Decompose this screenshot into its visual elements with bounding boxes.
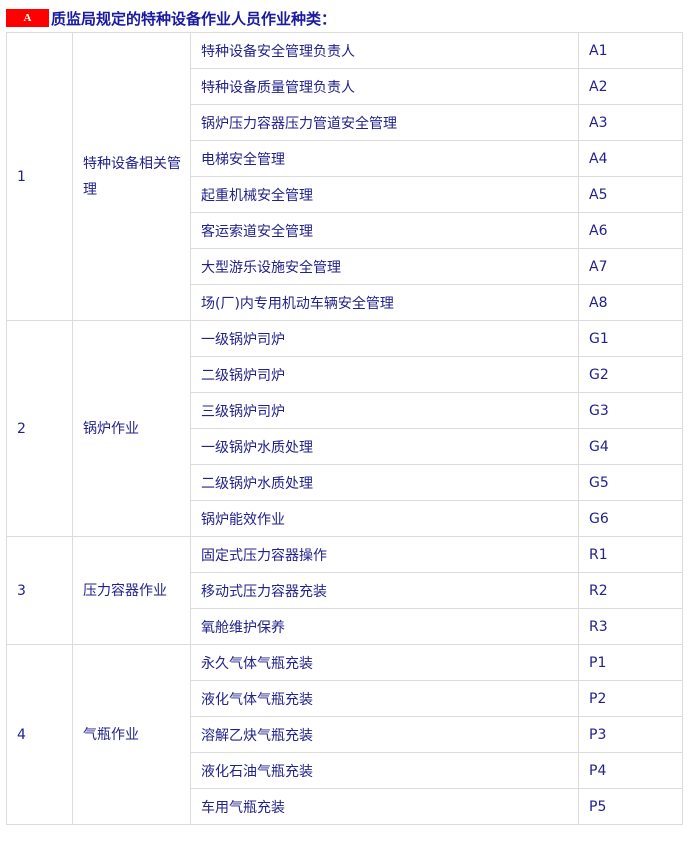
operation-code: A4 — [578, 140, 683, 177]
operation-code: G1 — [578, 320, 683, 357]
table-row: 锅炉能效作业 G6 — [7, 500, 683, 537]
operation-code: A2 — [578, 68, 683, 105]
operation-code: R1 — [578, 536, 683, 573]
operation-name: 液化气体气瓶充装 — [190, 680, 579, 717]
operation-name: 起重机械安全管理 — [190, 176, 579, 213]
operation-name: 特种设备质量管理负责人 — [190, 68, 579, 105]
operation-name: 车用气瓶充装 — [190, 788, 579, 825]
operation-name: 客运索道安全管理 — [190, 212, 579, 249]
operation-code: R2 — [578, 572, 683, 609]
group-number: 2 — [6, 320, 73, 537]
section-badge: A — [6, 9, 49, 27]
operation-code: G5 — [578, 464, 683, 501]
operation-code: P3 — [578, 716, 683, 753]
operation-name: 溶解乙炔气瓶充装 — [190, 716, 579, 753]
operation-name: 二级锅炉司炉 — [190, 356, 579, 393]
operation-types-table: 1 特种设备相关管理 特种设备安全管理负责人 A1 特种设备质量管理负责人 A2 锅炉压力容… — [6, 32, 683, 825]
operation-name: 一级锅炉司炉 — [190, 320, 579, 357]
operation-name: 永久气体气瓶充装 — [190, 644, 579, 681]
operation-code: G4 — [578, 428, 683, 465]
table-row: 氧舱维护保养 R3 — [7, 608, 683, 645]
table-row: 二级锅炉司炉 G2 — [7, 356, 683, 393]
table-row: 车用气瓶充装 P5 — [7, 788, 683, 825]
table-row: 溶解乙炔气瓶充装 P3 — [7, 716, 683, 753]
operation-name: 氧舱维护保养 — [190, 608, 579, 645]
table-row: 起重机械安全管理 A5 — [7, 176, 683, 213]
group-number: 1 — [6, 32, 73, 321]
table-row: 1 特种设备相关管理 特种设备安全管理负责人 A1 — [6, 32, 683, 321]
table-row: 2 锅炉作业 一级锅炉司炉 G1 — [6, 320, 683, 537]
operation-name: 电梯安全管理 — [190, 140, 579, 177]
table-row: 锅炉压力容器压力管道安全管理 A3 — [7, 104, 683, 141]
operation-name: 锅炉能效作业 — [190, 500, 579, 537]
operation-code: A6 — [578, 212, 683, 249]
table-row: 移动式压力容器充装 R2 — [7, 572, 683, 609]
table-row: 客运索道安全管理 A6 — [7, 212, 683, 249]
operation-code: A8 — [578, 284, 683, 321]
operation-code: A1 — [578, 32, 683, 69]
table-row: 4 气瓶作业 永久气体气瓶充装 P1 — [6, 644, 683, 825]
operation-name: 三级锅炉司炉 — [190, 392, 579, 429]
operation-name: 固定式压力容器操作 — [190, 536, 579, 573]
operation-code: P2 — [578, 680, 683, 717]
operation-code: G6 — [578, 500, 683, 537]
section-title: 质监局规定的特种设备作业人员作业种类： — [51, 9, 337, 28]
operation-code: A7 — [578, 248, 683, 285]
group-name: 压力容器作业 — [72, 536, 191, 645]
table-row: 大型游乐设施安全管理 A7 — [7, 248, 683, 285]
operation-name: 移动式压力容器充装 — [190, 572, 579, 609]
operation-code: G3 — [578, 392, 683, 429]
group-number: 4 — [6, 644, 73, 825]
group-name: 特种设备相关管理 — [72, 32, 191, 321]
operation-code: R3 — [578, 608, 683, 645]
operation-name: 场(厂)内专用机动车辆安全管理 — [190, 284, 579, 321]
operation-code: G2 — [578, 356, 683, 393]
table-row: 电梯安全管理 A4 — [7, 140, 683, 177]
table-row: 特种设备质量管理负责人 A2 — [7, 68, 683, 105]
operation-code: A3 — [578, 104, 683, 141]
operation-name: 液化石油气瓶充装 — [190, 752, 579, 789]
operation-name: 一级锅炉水质处理 — [190, 428, 579, 465]
operation-code: P5 — [578, 788, 683, 825]
table-row: 场(厂)内专用机动车辆安全管理 A8 — [7, 284, 683, 321]
operation-code: A5 — [578, 176, 683, 213]
group-name: 锅炉作业 — [72, 320, 191, 537]
operation-name: 锅炉压力容器压力管道安全管理 — [190, 104, 579, 141]
operation-name: 大型游乐设施安全管理 — [190, 248, 579, 285]
operation-name: 二级锅炉水质处理 — [190, 464, 579, 501]
operation-code: P4 — [578, 752, 683, 789]
operation-code: P1 — [578, 644, 683, 681]
group-number: 3 — [6, 536, 73, 645]
table-row: 液化石油气瓶充装 P4 — [7, 752, 683, 789]
table-row: 三级锅炉司炉 G3 — [7, 392, 683, 429]
group-name: 气瓶作业 — [72, 644, 191, 825]
table-row: 二级锅炉水质处理 G5 — [7, 464, 683, 501]
table-row: 液化气体气瓶充装 P2 — [7, 680, 683, 717]
section-heading: A 质监局规定的特种设备作业人员作业种类： — [6, 8, 336, 28]
table-row: 3 压力容器作业 固定式压力容器操作 R1 — [6, 536, 683, 645]
operation-name: 特种设备安全管理负责人 — [190, 32, 579, 69]
